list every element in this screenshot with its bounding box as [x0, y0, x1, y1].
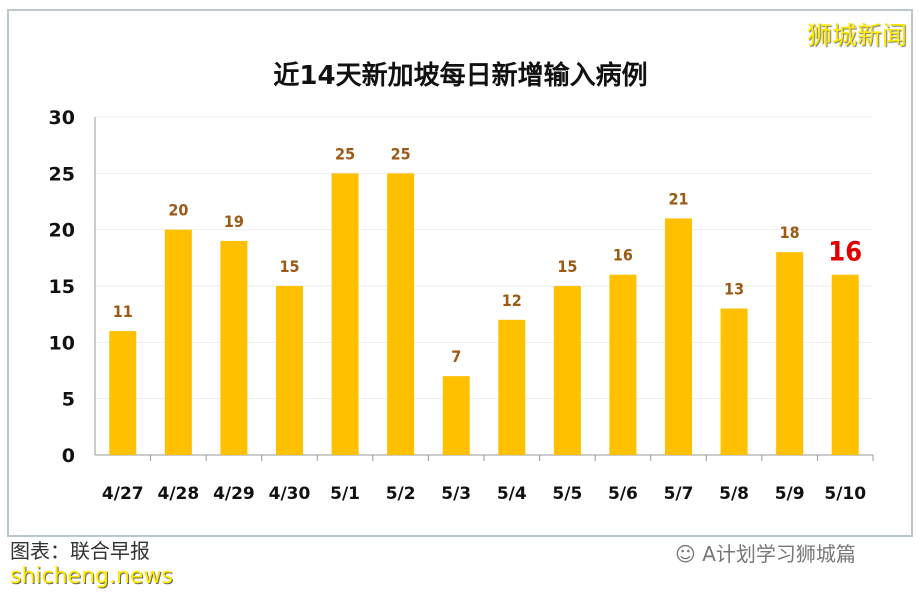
wechat-account: ☺ A计划学习狮城篇	[675, 538, 856, 567]
y-tick-label: 15	[49, 276, 75, 298]
y-tick-label: 5	[62, 389, 75, 411]
bar	[665, 218, 692, 455]
x-tick-label: 4/30	[269, 484, 311, 504]
x-tick-label: 5/9	[775, 484, 805, 504]
bar	[609, 274, 637, 455]
bar	[776, 252, 804, 455]
data-label: 25	[391, 144, 411, 163]
data-label: 11	[113, 302, 133, 321]
wechat-icon: ☺	[675, 542, 696, 566]
x-tick-label: 5/10	[824, 484, 866, 504]
y-tick-label: 25	[49, 163, 75, 185]
x-tick-label: 5/2	[386, 484, 416, 504]
x-tick-label: 4/29	[213, 484, 255, 504]
bar	[442, 376, 470, 455]
data-label: 20	[168, 201, 188, 220]
data-label: 19	[224, 212, 244, 231]
x-tick-label: 5/6	[608, 484, 638, 504]
bar	[498, 319, 526, 455]
bar	[553, 286, 581, 455]
x-tick-label: 5/4	[497, 484, 527, 504]
bar	[109, 331, 137, 455]
data-label: 7	[451, 347, 461, 366]
x-tick-label: 4/27	[102, 484, 144, 504]
data-label: 25	[335, 144, 355, 163]
bar	[164, 229, 192, 455]
x-tick-label: 5/1	[330, 484, 360, 504]
y-tick-label: 20	[49, 220, 75, 242]
chart-title: 近14天新加坡每日新增输入病例	[273, 61, 648, 91]
bar	[331, 173, 359, 456]
watermark: 狮城新闻	[806, 21, 907, 50]
y-tick-label: 30	[49, 107, 75, 129]
bar	[387, 173, 415, 456]
bar	[720, 308, 748, 455]
y-tick-label: 10	[49, 332, 75, 354]
bar	[276, 286, 303, 455]
x-tick-label: 5/7	[664, 484, 694, 504]
data-label: 13	[724, 280, 744, 299]
data-label: 21	[668, 189, 688, 208]
data-label: 16	[828, 237, 862, 268]
data-label: 15	[557, 257, 577, 276]
x-tick-label: 5/8	[719, 484, 749, 504]
x-tick-label: 5/3	[441, 484, 471, 504]
data-label: 12	[502, 291, 522, 310]
data-label: 15	[279, 257, 299, 276]
source-label: 图表：联合早报	[10, 539, 150, 563]
wechat-account-name: A计划学习狮城篇	[702, 542, 856, 566]
y-tick-label: 0	[62, 445, 75, 467]
bar	[831, 274, 859, 455]
site-watermark: shicheng.news	[10, 564, 173, 589]
bar	[220, 240, 248, 455]
data-label: 16	[613, 246, 633, 265]
x-tick-label: 5/5	[552, 484, 582, 504]
data-label: 18	[780, 223, 800, 242]
x-tick-label: 4/28	[158, 484, 200, 504]
